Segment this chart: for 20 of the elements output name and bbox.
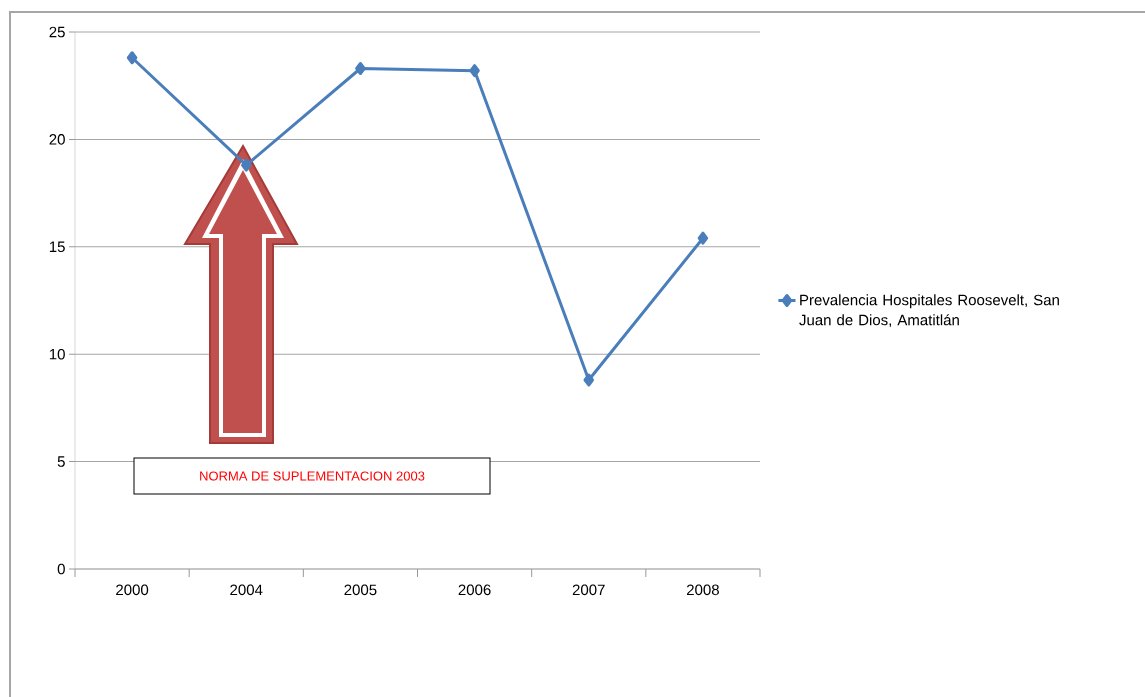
x-tick-label: 2000 <box>116 584 149 596</box>
annotation: NORMA DE SUPLEMENTACION 2003 <box>200 471 425 481</box>
point <box>469 64 480 78</box>
x-tick-label: 2008 <box>686 584 719 596</box>
y-tick-label: 5 <box>57 456 65 467</box>
y-tick-label: 25 <box>49 26 65 38</box>
legend-label: Prevalencia Hospitales Roosevelt, San Juan de Dios, Amatitlán <box>799 294 1059 328</box>
y-tick-label: 0 <box>57 563 65 575</box>
y-tick-label: 15 <box>49 241 65 253</box>
x-tick-label: 2007 <box>572 584 605 596</box>
point <box>355 62 366 76</box>
x-tick-label: 2005 <box>344 584 377 596</box>
x-tick-label: 2006 <box>458 584 491 596</box>
point <box>583 373 595 387</box>
point <box>697 231 709 245</box>
y-tick-label: 20 <box>49 134 65 145</box>
x-tick-label: 2004 <box>230 584 263 596</box>
y-tick-label: 10 <box>49 348 65 360</box>
point <box>126 51 138 65</box>
point <box>241 158 252 172</box>
